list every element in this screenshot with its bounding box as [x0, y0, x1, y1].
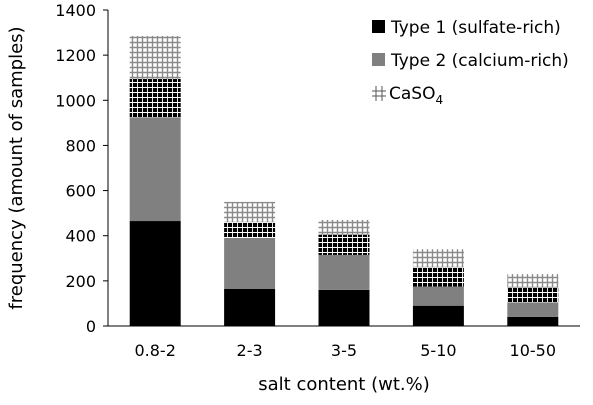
legend-label-type1: Type 1 (sulfate-rich) [390, 18, 561, 38]
y-tick-label: 600 [65, 182, 96, 201]
y-tick-label: 1200 [55, 46, 96, 65]
plot-area [129, 35, 559, 326]
y-axis-label: frequency (amount of samples) [6, 26, 27, 309]
legend-label-caso4-subscript: 4 [435, 93, 443, 107]
bar-segment-series-1 [224, 288, 276, 326]
bar-segment-series-2 [412, 286, 464, 306]
legend: Type 1 (sulfate-rich) Type 2 (calcium-ri… [372, 18, 569, 107]
x-tick-label: 5-10 [420, 341, 456, 360]
bar-segment-series-2 [224, 237, 276, 289]
y-tick-label: 0 [86, 317, 96, 336]
bar-segment-series-3 [318, 234, 370, 255]
bar-segment-series-2 [507, 302, 559, 317]
bar-segment-series-3 [412, 267, 464, 287]
legend-swatch-caso4 [372, 86, 386, 101]
bar-segment-series-1 [507, 316, 559, 326]
y-tick-label: 1400 [55, 1, 96, 20]
x-axis-ticks: 0.8-2 2-3 3-5 5-10 10-50 [134, 341, 556, 360]
legend-label-type2: Type 2 (calcium-rich) [390, 51, 569, 71]
x-tick-label: 2-3 [237, 341, 263, 360]
bar-segment-series-2 [129, 117, 181, 222]
x-tick-label: 0.8-2 [134, 341, 175, 360]
bar-segment-series-1 [129, 221, 181, 326]
legend-item-caso4: CaSO4 [372, 84, 443, 107]
bar-segment-series-3 [129, 78, 181, 118]
bar-segment-series-4 [507, 274, 559, 288]
bar-segment-series-1 [318, 289, 370, 326]
y-axis-ticks: 0 200 400 600 800 1000 1200 1400 [55, 1, 108, 336]
bar-segment-series-3 [507, 287, 559, 303]
bar-segment-series-2 [318, 254, 370, 290]
legend-swatch-type2 [372, 53, 385, 66]
bar-segment-series-1 [412, 305, 464, 326]
bar-segment-series-4 [224, 201, 276, 223]
x-tick-label: 3-5 [331, 341, 357, 360]
legend-item-type1: Type 1 (sulfate-rich) [372, 18, 561, 38]
bar-segment-series-4 [318, 219, 370, 235]
legend-label-caso4: CaSO4 [389, 84, 443, 107]
legend-label-caso4-base: CaSO [389, 84, 435, 104]
bar-segment-series-4 [129, 35, 181, 79]
y-tick-label: 200 [65, 272, 96, 291]
y-tick-label: 400 [65, 227, 96, 246]
bar-segment-series-4 [412, 249, 464, 268]
legend-swatch-type1 [372, 20, 385, 33]
x-axis-label: salt content (wt.%) [258, 374, 429, 395]
bar-segment-series-3 [224, 222, 276, 238]
y-tick-label: 800 [65, 136, 96, 155]
legend-item-type2: Type 2 (calcium-rich) [372, 51, 569, 71]
x-tick-label: 10-50 [510, 341, 557, 360]
y-tick-label: 1000 [55, 91, 96, 110]
